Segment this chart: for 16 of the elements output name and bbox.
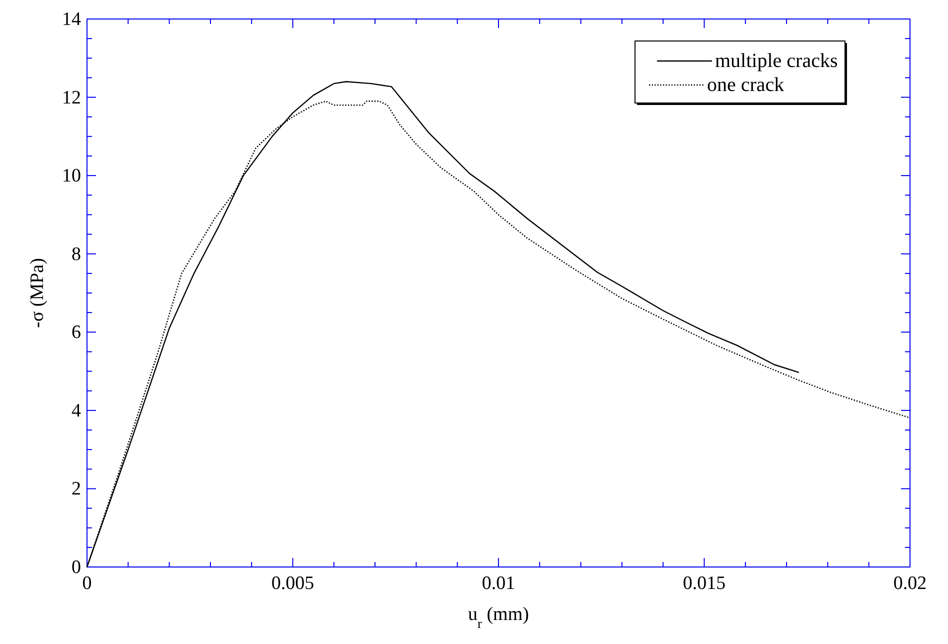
x-tick-label: 0.015 [682,573,726,594]
y-tick-label: 6 [72,322,81,344]
x-tick-label: 0.02 [893,573,927,594]
x-tick-label: 0.005 [271,573,314,594]
y-tick-label: 8 [72,244,81,265]
y-tick-label: 0 [72,557,81,578]
y-tick-label: 4 [72,400,82,422]
x-tick-label: 0.01 [482,573,516,594]
y-tick-label: 10 [62,166,81,187]
y-tick-label: 12 [62,87,81,108]
legend-label: multiple cracks [715,50,838,72]
y-axis-title: -σ (MPa) [27,258,48,328]
y-tick-label: 14 [62,9,82,30]
y-tick-label: 2 [72,478,81,500]
legend-label: one crack [707,74,784,96]
x-axis-title: u$_{r}$ (mm) [468,604,529,630]
